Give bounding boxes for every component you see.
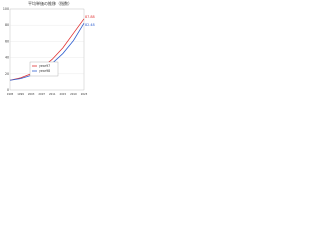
- page: 平均単価の推移（指数） 0 20 40 60 80 100 1995 1999 2003 2007…: [0, 0, 320, 100]
- x-tick-label: 2023: [81, 92, 88, 96]
- legend-label: year97: [39, 64, 50, 68]
- x-tick-label: 2003: [28, 92, 35, 96]
- y-tick-label: 20: [5, 72, 9, 76]
- y-tick-label: 80: [5, 23, 9, 27]
- chart-title: 平均単価の推移（指数）: [28, 0, 72, 6]
- x-tick-label: 2007: [38, 92, 45, 96]
- x-tick-label: 1995: [7, 92, 14, 96]
- x-tick-label: 1999: [17, 92, 24, 96]
- y-tick-label: 40: [5, 56, 9, 60]
- data-label: 82.48: [85, 23, 95, 27]
- y-tick-label: 0: [7, 88, 9, 92]
- y-tick-label: 60: [5, 39, 9, 43]
- x-tick-label: 2019: [70, 92, 77, 96]
- x-tick-label: 2011: [49, 92, 56, 96]
- chart: 平均単価の推移（指数） 0 20 40 60 80 100 1995 1999 2003 2007…: [0, 0, 100, 100]
- data-label: 87.88: [85, 15, 95, 19]
- legend-box: [29, 61, 59, 77]
- background: [0, 0, 100, 100]
- x-tick-label: 2015: [60, 92, 67, 96]
- y-tick-label: 100: [3, 7, 9, 11]
- legend-label: year98: [39, 69, 50, 73]
